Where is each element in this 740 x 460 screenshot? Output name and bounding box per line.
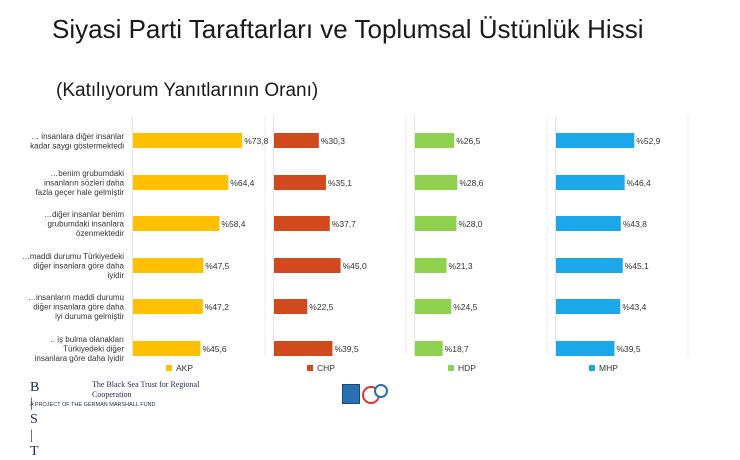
category-label: …benim grubumdaki insanların sözleri daha… <box>36 169 125 197</box>
data-label: %39,5 <box>616 344 640 354</box>
bar-hdp <box>415 216 457 231</box>
legend-label: CHP <box>317 363 335 373</box>
bar-hdp <box>415 175 458 190</box>
bar-chp <box>274 133 319 148</box>
category-label: …maddi durumu Türkiyedeki diğer insanlara… <box>22 252 125 280</box>
bar-chp <box>274 258 341 273</box>
bar-chp <box>274 216 330 231</box>
bar-akp <box>133 175 229 190</box>
bst-letters: B | S | T <box>30 380 44 459</box>
bar-chp <box>274 299 308 314</box>
data-label: %43,4 <box>622 302 646 312</box>
category-label: .. iş bulma olanakları Türkiyedeki diğer i… <box>35 335 125 363</box>
data-label: %58,4 <box>221 219 245 229</box>
bar-akp <box>133 341 201 356</box>
legend-label: AKP <box>176 363 193 373</box>
legend-label: MHP <box>599 363 618 373</box>
bar-akp <box>133 216 220 231</box>
data-label: %39,5 <box>334 344 358 354</box>
legend-swatch-chp <box>307 365 313 371</box>
bar-hdp <box>415 258 447 273</box>
data-label: %37,7 <box>332 219 356 229</box>
data-label: %18,7 <box>445 344 469 354</box>
category-label: … insanlara diğer insanlar kadar saygı gö… <box>30 132 124 151</box>
data-label: %26,5 <box>456 136 480 146</box>
bar-hdp <box>415 299 452 314</box>
bar-mhp <box>556 299 621 314</box>
category-label: …diğer insanlar benim grubumdaki insanlar… <box>44 210 125 238</box>
bar-mhp <box>556 258 623 273</box>
chart-subtitle: (Katılıyorum Yanıtlarının Oranı) <box>56 80 319 101</box>
data-label: %21,3 <box>449 261 473 271</box>
data-label: %45,0 <box>343 261 367 271</box>
chart-title: Siyasi Parti Taraftarları ve Toplumsal Ü… <box>52 14 644 44</box>
data-label: %35,1 <box>328 178 352 188</box>
legend-swatch-hdp <box>448 365 454 371</box>
bar-chp <box>274 175 326 190</box>
data-label: %28,0 <box>458 219 482 229</box>
data-label: %73,8 <box>244 136 268 146</box>
bar-mhp <box>556 341 615 356</box>
data-label: %22,5 <box>309 302 333 312</box>
bar-mhp <box>556 216 621 231</box>
data-label: %64,4 <box>230 178 254 188</box>
bar-akp <box>133 299 203 314</box>
data-label: %47,2 <box>205 302 229 312</box>
data-label: %45,6 <box>202 344 226 354</box>
data-label: %28,6 <box>459 178 483 188</box>
bar-hdp <box>415 341 443 356</box>
bar-hdp <box>415 133 455 148</box>
bar-akp <box>133 133 243 148</box>
legend-swatch-akp <box>166 365 172 371</box>
partner-seal-small-icon <box>374 384 388 398</box>
bar-mhp <box>556 175 625 190</box>
partner-logo-icon <box>342 384 360 404</box>
category-label: …insanların maddi durumu diğer insanlara … <box>28 293 125 321</box>
gmf-project-text: A PROJECT OF THE GERMAN MARSHALL FUND <box>30 402 156 408</box>
legend-label: HDP <box>458 363 476 373</box>
data-label: %24,5 <box>453 302 477 312</box>
chart-svg: … insanlara diğer insanlar kadar saygı gö… <box>22 116 689 373</box>
data-label: %45,1 <box>625 261 649 271</box>
org-name: The Black Sea Trust for Regional Coopera… <box>92 380 200 399</box>
data-label: %43,8 <box>623 219 647 229</box>
data-label: %47,5 <box>205 261 229 271</box>
bar-chp <box>274 341 333 356</box>
data-label: %30,3 <box>321 136 345 146</box>
data-label: %52,9 <box>636 136 660 146</box>
bar-mhp <box>556 133 635 148</box>
legend-swatch-mhp <box>589 365 595 371</box>
bar-akp <box>133 258 204 273</box>
data-label: %46,4 <box>627 178 651 188</box>
